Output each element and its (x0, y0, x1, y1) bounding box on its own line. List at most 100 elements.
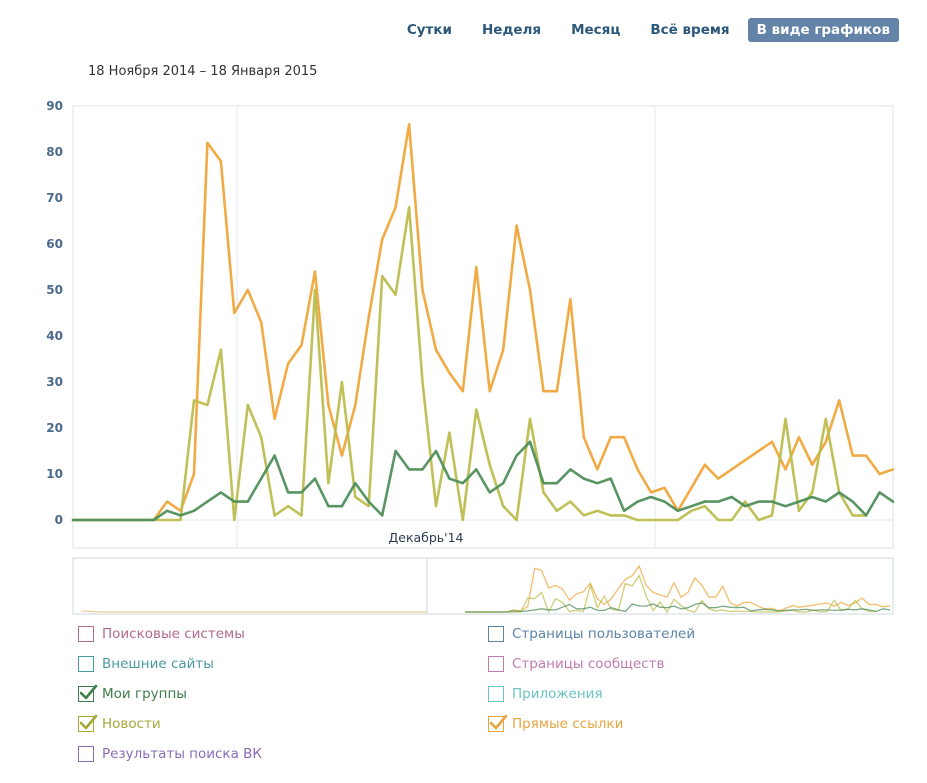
data-point (851, 514, 854, 517)
legend-item[interactable]: Поисковые системы (78, 626, 245, 642)
data-point (193, 473, 195, 475)
legend-item[interactable]: Страницы пользователей (488, 626, 695, 642)
data-point (112, 519, 115, 521)
legend-checkbox[interactable] (488, 686, 504, 702)
legend-label: Прямые ссылки (512, 716, 624, 732)
legend-item[interactable]: Результаты поиска ВК (78, 746, 262, 762)
legend-checkbox[interactable] (78, 746, 94, 762)
navigator-series-0 (465, 564, 891, 613)
legend-label: Поисковые системы (102, 626, 245, 642)
check-icon (79, 684, 98, 700)
data-point (556, 482, 558, 485)
tab-all-time[interactable]: Всё время (650, 22, 730, 38)
data-point (421, 468, 424, 471)
data-point (636, 468, 639, 471)
data-point (690, 487, 693, 489)
tab-month[interactable]: Месяц (571, 22, 621, 38)
data-point (704, 500, 706, 503)
data-point (623, 514, 625, 517)
y-tick-label: 0 (55, 513, 63, 527)
data-point (247, 500, 249, 503)
data-point (327, 482, 330, 485)
legend-label: Результаты поиска ВК (102, 746, 262, 762)
y-tick-label: 30 (46, 375, 63, 389)
data-point (515, 454, 518, 457)
data-point (247, 404, 249, 406)
data-point (502, 505, 505, 508)
data-point (354, 404, 357, 406)
data-point (247, 289, 249, 291)
legend-item[interactable]: Новости (78, 714, 161, 732)
data-point (341, 505, 343, 508)
data-point (569, 298, 572, 300)
legend-item[interactable]: Прямые ссылки (488, 714, 624, 732)
legend-checkbox[interactable] (488, 714, 508, 732)
y-tick-label: 60 (46, 237, 63, 251)
data-point (179, 514, 182, 517)
legend-checkbox[interactable] (78, 714, 98, 732)
data-point (542, 491, 545, 494)
data-point (596, 482, 599, 485)
legend-checkbox[interactable] (78, 656, 94, 672)
data-point (663, 487, 666, 489)
tab-graphs[interactable]: В виде графиков (747, 18, 899, 42)
legend-label: Внешние сайты (102, 656, 214, 672)
data-point (233, 312, 236, 314)
data-point (650, 491, 652, 494)
data-point (367, 505, 370, 508)
data-point (636, 519, 639, 521)
y-tick-label: 20 (46, 421, 63, 435)
legend-checkbox[interactable] (488, 656, 504, 672)
legend-checkbox[interactable] (78, 684, 98, 702)
data-point (273, 418, 276, 420)
data-point (771, 500, 773, 503)
data-point (314, 270, 316, 273)
legend-item[interactable]: Внешние сайты (78, 656, 214, 672)
data-point (287, 505, 289, 508)
series-line-1 (71, 205, 868, 522)
data-point (435, 349, 437, 351)
data-point (475, 266, 478, 268)
data-point (354, 496, 357, 498)
navigator-early-line (80, 610, 427, 613)
data-point (878, 491, 881, 494)
data-point (623, 436, 625, 439)
data-point (408, 468, 410, 471)
tab-day[interactable]: Сутки (406, 22, 452, 38)
data-point (798, 500, 800, 503)
data-point (730, 496, 733, 498)
data-point (515, 519, 518, 521)
data-point (206, 142, 209, 144)
data-point (744, 459, 746, 462)
data-point (583, 477, 585, 480)
data-point (798, 510, 800, 512)
legend-checkbox[interactable] (78, 626, 94, 642)
legend-item[interactable]: Страницы сообществ (488, 656, 664, 672)
data-point (569, 500, 572, 503)
data-point (663, 500, 666, 503)
data-point (488, 464, 491, 466)
data-point (825, 500, 827, 503)
data-point (85, 519, 88, 521)
data-point (811, 464, 814, 466)
data-point (771, 514, 773, 517)
data-point (193, 510, 195, 512)
data-point (502, 349, 505, 351)
data-point (435, 505, 437, 508)
data-point (878, 473, 881, 475)
data-point (609, 436, 612, 439)
data-point (381, 275, 384, 277)
legend-item[interactable]: Мои группы (78, 684, 187, 702)
data-point (300, 344, 303, 346)
data-point (193, 399, 195, 402)
data-point (475, 468, 478, 471)
data-point (462, 519, 464, 521)
data-point (569, 468, 572, 471)
legend-item[interactable]: Приложения (488, 686, 603, 702)
data-point (892, 500, 894, 503)
legend-checkbox[interactable] (488, 626, 504, 642)
data-point (448, 372, 451, 374)
data-point (152, 519, 155, 521)
tab-week[interactable]: Неделя (482, 22, 542, 38)
data-point (851, 454, 854, 457)
